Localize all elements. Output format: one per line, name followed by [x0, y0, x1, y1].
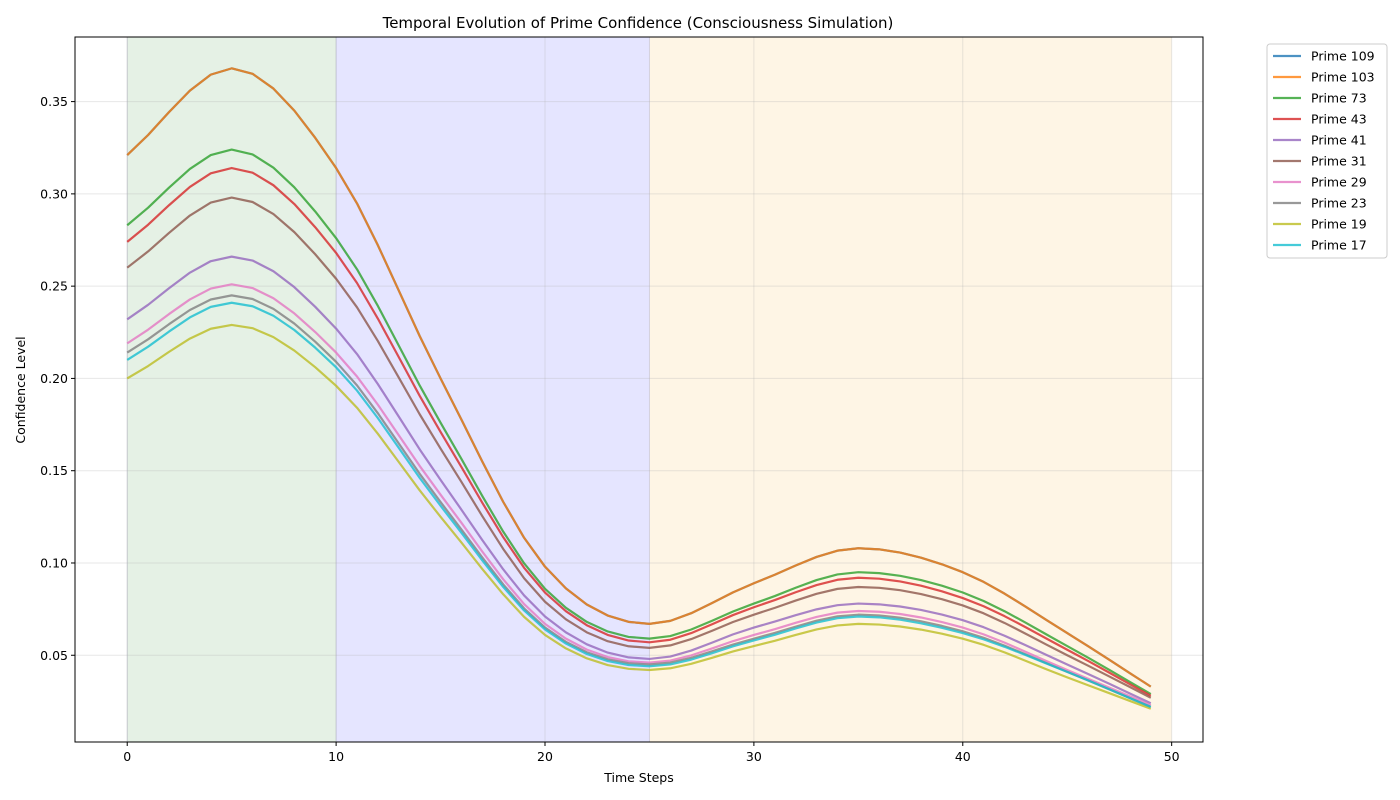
x-axis-title: Time Steps: [603, 770, 674, 785]
legend-label-4: Prime 41: [1311, 133, 1367, 148]
legend-label-7: Prime 23: [1311, 196, 1367, 211]
shaded-regions: [126, 37, 1172, 742]
series-line-9: [126, 301, 1152, 708]
x-tick-label-1: 10: [328, 749, 344, 764]
series-line-7: [126, 294, 1152, 708]
series-line-3: [126, 166, 1152, 697]
series-line-6: [126, 283, 1152, 707]
series-line-5: [126, 196, 1152, 699]
grid-lines: [75, 37, 1203, 742]
series-lines: [126, 67, 1152, 710]
y-axis-ticks: 0.05 0.10 0.15 0.20 0.25 0.30 0.35: [40, 94, 75, 663]
x-tick-label-0: 0: [123, 749, 131, 764]
plot-frame: [74, 36, 1204, 743]
y-tick-label-1: 0.10: [40, 555, 68, 570]
series-line-2: [126, 148, 1152, 695]
legend-label-1: Prime 103: [1311, 70, 1375, 85]
legend-label-8: Prime 19: [1311, 217, 1367, 232]
x-tick-label-5: 50: [1164, 749, 1180, 764]
shaded-region-2: [649, 37, 1172, 742]
y-axis-title: Confidence Level: [13, 336, 28, 443]
legend-label-3: Prime 43: [1311, 112, 1367, 127]
y-tick-label-4: 0.25: [40, 279, 68, 294]
legend-label-9: Prime 17: [1311, 238, 1367, 253]
y-tick-label-2: 0.15: [40, 463, 68, 478]
x-tick-label-2: 20: [537, 749, 553, 764]
x-tick-label-4: 40: [955, 749, 971, 764]
x-axis-ticks: 0 10 20 30 40 50: [123, 742, 1180, 764]
series-line-8: [126, 323, 1152, 710]
legend-label-5: Prime 31: [1311, 154, 1367, 169]
x-tick-label-3: 30: [746, 749, 762, 764]
y-tick-label-3: 0.20: [40, 371, 68, 386]
chart-title: Temporal Evolution of Prime Confidence (…: [382, 14, 894, 32]
legend-label-6: Prime 29: [1311, 175, 1367, 190]
y-tick-label-5: 0.30: [40, 186, 68, 201]
legend-label-2: Prime 73: [1311, 91, 1367, 106]
legend-label-0: Prime 109: [1311, 49, 1375, 64]
legend: Prime 109 Prime 103 Prime 73 Prime 43 Prime …: [1266, 43, 1388, 259]
y-tick-label-0: 0.05: [40, 648, 68, 663]
shaded-region-0: [127, 37, 337, 742]
series-line-4: [126, 255, 1152, 705]
shaded-region-1: [336, 37, 650, 742]
y-tick-label-6: 0.35: [40, 94, 68, 109]
series-line-1: [126, 67, 1152, 688]
